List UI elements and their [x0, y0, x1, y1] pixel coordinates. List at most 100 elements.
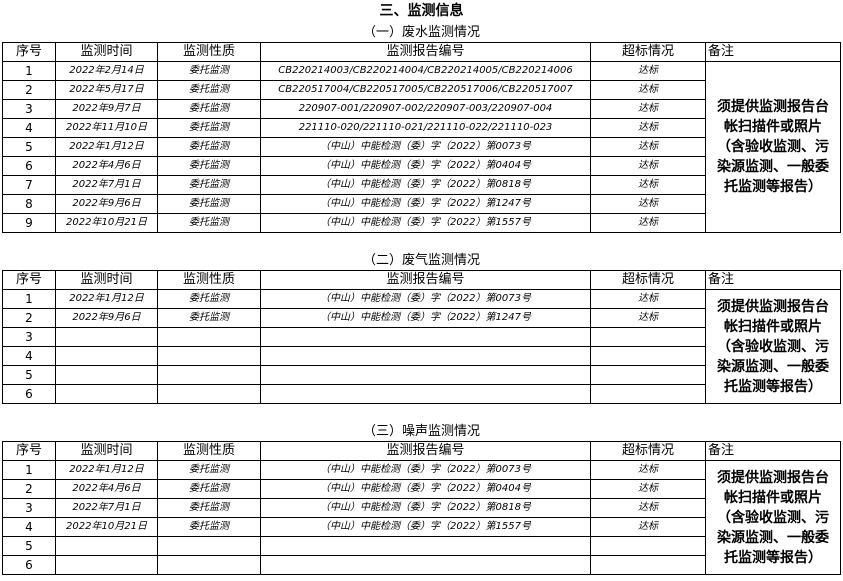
cell: 委托监测 — [157, 194, 261, 214]
cell: 3 — [2, 327, 56, 347]
cell: 5 — [2, 137, 56, 157]
empty-cell — [157, 555, 261, 575]
cell: 委托监测 — [157, 460, 261, 480]
cell: 2022年5月17日 — [55, 80, 158, 100]
cell: （中山）中能检测（委）字（2022）第0818号 — [260, 175, 591, 195]
cell: 1 — [2, 289, 56, 309]
cell: 220907-001/220907-002/220907-003/220907-… — [260, 99, 591, 119]
cell: 8 — [2, 194, 56, 214]
cell: （中山）中能检测（委）字（2022）第1557号 — [260, 213, 591, 233]
header-row: 序号 监测时间 监测性质 监测报告编号 超标情况 备注 — [2, 270, 841, 290]
cell: 达标 — [590, 479, 706, 499]
empty-cell — [260, 555, 591, 575]
cell: （中山）中能检测（委）字（2022）第0404号 — [260, 479, 591, 499]
data-row: 1 2022年1月12日 委托监测 （中山）中能检测（委）字（2022）第0073号达… — [2, 460, 841, 575]
cell: 221110-020/221110-021/221110-022/221110-… — [260, 118, 591, 138]
cell: 2022年1月12日 — [55, 137, 158, 157]
cell: 2 — [2, 80, 56, 100]
data-row: 6 — [2, 555, 841, 575]
cell: 达标 — [590, 61, 706, 81]
page-title: 三、监测信息 — [379, 3, 464, 19]
cell: 委托监测 — [157, 308, 261, 328]
header-cell: 监测报告编号 — [260, 270, 591, 290]
cell: 6 — [2, 156, 56, 176]
cell: （中山）中能检测（委）字（2022）第1247号 — [260, 308, 591, 328]
cell: 6 — [2, 555, 56, 575]
empty-cell — [590, 555, 706, 575]
cell: 5 — [2, 365, 56, 385]
data-row: 9 2022年10月21日 委托监测 （中山）中能检测（委）字（2022）第1557号… — [2, 213, 841, 233]
cell: 2022年10月21日 — [55, 213, 158, 233]
empty-cell — [55, 555, 158, 575]
cell: 2022年4月6日 — [55, 479, 158, 499]
cell: 委托监测 — [157, 137, 261, 157]
cell: 1 — [2, 460, 56, 480]
empty-cell — [157, 346, 261, 366]
header-row: 序号 监测时间 监测性质 监测报告编号 超标情况 备注 — [2, 441, 841, 461]
cell: 委托监测 — [157, 289, 261, 309]
header-cell: 超标情况 — [590, 270, 706, 290]
cell: 达标 — [590, 156, 706, 176]
empty-cell — [590, 365, 706, 385]
header-cell: 超标情况 — [590, 441, 706, 461]
cell: 达标 — [590, 460, 706, 480]
data-row: 1 2022年2月14日 委托监测 CB220214003/CB220214004/C… — [2, 61, 841, 233]
data-row: 7 2022年7月1日 委托监测 （中山）中能检测（委）字（2022）第0818号 达标 — [2, 175, 841, 195]
data-row: 4 2022年10月21日 委托监测 （中山）中能检测（委）字（2022）第1557号… — [2, 517, 841, 537]
cell: 委托监测 — [157, 498, 261, 518]
cell: （中山）中能检测（委）字（2022）第1247号 — [260, 194, 591, 214]
empty-cell — [55, 384, 158, 404]
empty-cell — [157, 384, 261, 404]
cell: 2022年11月10日 — [55, 118, 158, 138]
cell: 委托监测 — [157, 61, 261, 81]
cell: 2022年9月7日 — [55, 99, 158, 119]
data-row: 2 2022年4月6日 委托监测 （中山）中能检测（委）字（2022）第0404号 达标 — [2, 479, 841, 499]
header-cell: 备注 — [705, 441, 841, 461]
cell: 达标 — [590, 213, 706, 233]
empty-cell — [260, 327, 591, 347]
data-row: 6 2022年4月6日 委托监测 （中山）中能检测（委）字（2022）第0404号 达标 — [2, 156, 841, 176]
cell: 5 — [2, 536, 56, 556]
cell: 委托监测 — [157, 99, 261, 119]
empty-cell — [260, 384, 591, 404]
header-cell: 监测时间 — [55, 270, 158, 290]
cell: 委托监测 — [157, 118, 261, 138]
empty-cell — [260, 365, 591, 385]
empty-cell — [55, 365, 158, 385]
note-cell: 须提供监测报告台帐扫描件或照片（含验收监测、污染源监测、一般委托监测等报告） — [705, 289, 841, 404]
cell: 4 — [2, 517, 56, 537]
header-cell: 监测时间 — [55, 42, 158, 62]
cell: 达标 — [590, 80, 706, 100]
cell: 4 — [2, 346, 56, 366]
empty-cell — [55, 536, 158, 556]
section-heading: （二）废气监测情况 — [362, 253, 480, 268]
header-cell: 序号 — [2, 441, 56, 461]
empty-cell — [260, 346, 591, 366]
cell: 委托监测 — [157, 175, 261, 195]
cell: 2 — [2, 479, 56, 499]
cell: 7 — [2, 175, 56, 195]
cell: （中山）中能检测（委）字（2022）第0073号 — [260, 460, 591, 480]
header-cell: 监测性质 — [157, 42, 261, 62]
data-row: 8 2022年9月6日 委托监测 （中山）中能检测（委）字（2022）第1247号 达标 — [2, 194, 841, 214]
cell: 委托监测 — [157, 213, 261, 233]
empty-cell — [590, 327, 706, 347]
header-row: 序号 监测时间 监测性质 监测报告编号 超标情况 备注 — [2, 42, 841, 62]
empty-cell — [590, 536, 706, 556]
cell: 2022年4月6日 — [55, 156, 158, 176]
header-cell: 监测报告编号 — [260, 42, 591, 62]
monitoring-table: 序号 监测时间 监测性质 监测报告编号 超标情况 备注 1 2022年1月12日 委托监测 （中山… — [2, 441, 841, 575]
note-cell: 须提供监测报告台帐扫描件或照片（含验收监测、污染源监测、一般委托监测等报告） — [705, 61, 841, 233]
data-row: 5 — [2, 365, 841, 385]
cell: 委托监测 — [157, 80, 261, 100]
empty-cell — [157, 327, 261, 347]
data-row: 3 2022年9月7日 委托监测 220907-001/220907-002/2209… — [2, 99, 841, 119]
cell: 1 — [2, 61, 56, 81]
empty-cell — [157, 536, 261, 556]
cell: 2022年2月14日 — [55, 61, 158, 81]
cell: 9 — [2, 213, 56, 233]
header-cell: 备注 — [705, 270, 841, 290]
empty-cell — [590, 346, 706, 366]
cell: （中山）中能检测（委）字（2022）第0073号 — [260, 289, 591, 309]
data-row: 1 2022年1月12日 委托监测 （中山）中能检测（委）字（2022）第0073号达… — [2, 289, 841, 404]
